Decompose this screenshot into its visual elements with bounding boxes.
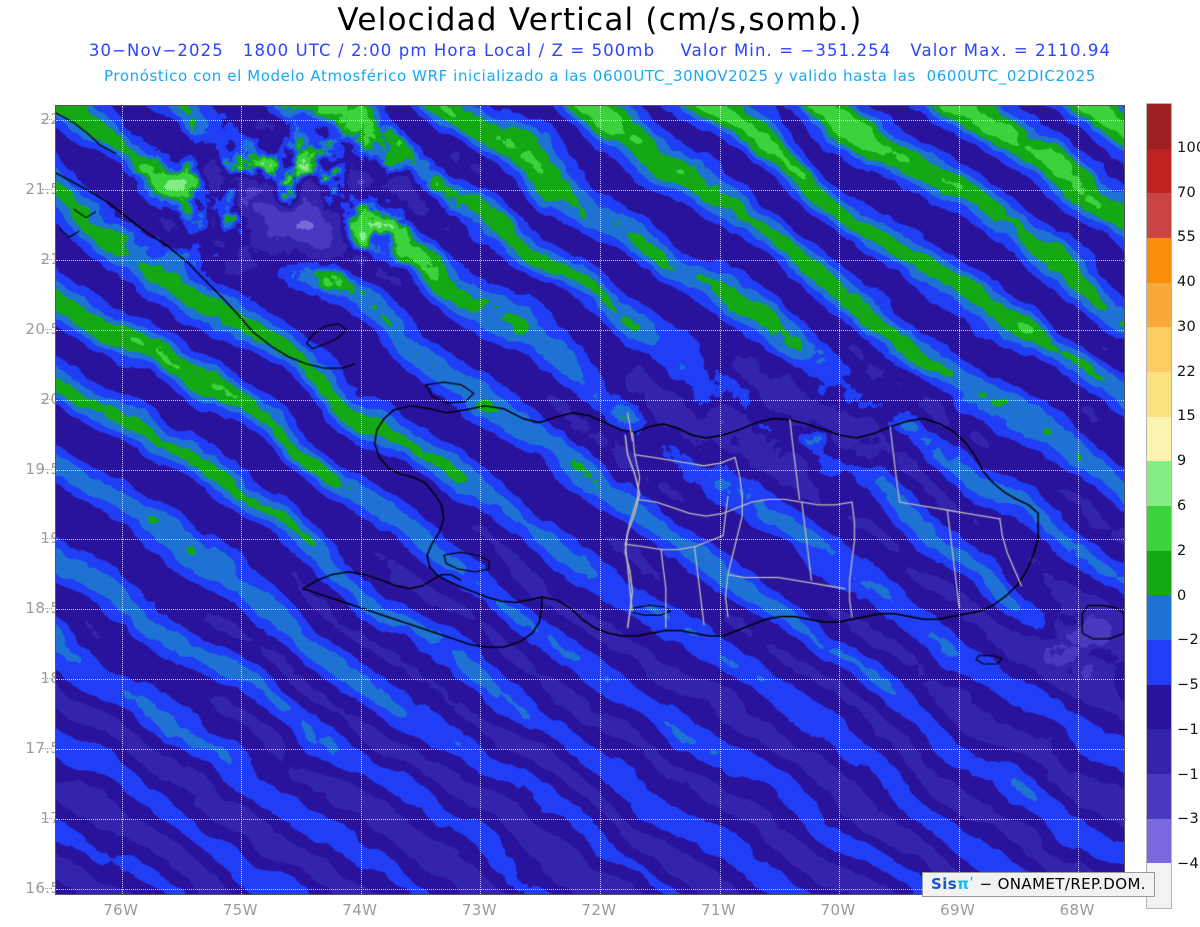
colorbar-tick-label: −18 xyxy=(1177,766,1200,783)
colorbar-tick-label: 2 xyxy=(1177,542,1187,559)
colorbar-band xyxy=(1147,193,1171,239)
latitude-tick-mark xyxy=(42,328,52,330)
latitude-tick-mark xyxy=(42,188,52,190)
colorbar-tick-label: 6 xyxy=(1177,498,1187,514)
latitude-tick-mark xyxy=(42,538,52,540)
colorbar-band xyxy=(1147,595,1171,641)
colorbar-tick-label: 0 xyxy=(1177,587,1187,604)
longitude-tick-label: 69W xyxy=(940,901,976,919)
colorbar-band xyxy=(1147,238,1171,283)
colorbar-band xyxy=(1147,461,1171,507)
latitude-tick-mark xyxy=(42,468,52,470)
latitude-tick-mark xyxy=(42,398,52,400)
colorbar-tick-label: 55 xyxy=(1177,229,1197,246)
colorbar-band xyxy=(1147,729,1171,775)
latitude-tick-mark xyxy=(42,888,52,889)
logo-pi-icon: πʹ xyxy=(957,875,975,893)
colorbar-band xyxy=(1147,774,1171,819)
latitude-tick-mark xyxy=(42,818,52,820)
colorbar-band xyxy=(1147,550,1171,596)
logo-agency-text: ONAMET/REP.DOM. xyxy=(997,875,1146,893)
colorbar-band xyxy=(1147,372,1171,417)
latitude-tick-mark xyxy=(42,608,52,610)
longitude-tick-label: 73W xyxy=(461,901,497,919)
longitude-tick-label: 70W xyxy=(820,901,856,919)
onamet-logo-badge: Sisπʹ − ONAMET/REP.DOM. xyxy=(922,872,1155,897)
colorbar-tick-label: 30 xyxy=(1177,318,1197,335)
latitude-tick-mark xyxy=(42,118,52,120)
colorbar-band xyxy=(1147,148,1171,194)
longitude-tick-label: 76W xyxy=(103,901,139,919)
colorbar-band xyxy=(1147,327,1171,373)
colorbar-band xyxy=(1147,684,1171,730)
colorbar-bands[interactable] xyxy=(1146,103,1172,909)
colorbar-tick-label: −30 xyxy=(1177,811,1200,828)
logo-separator: − xyxy=(974,875,998,893)
colorbar-tick-label: 9 xyxy=(1177,453,1187,470)
latitude-tick-mark xyxy=(42,678,52,680)
colorbar-band xyxy=(1147,104,1171,149)
vertical-velocity-shading xyxy=(56,106,1124,894)
longitude-tick-label: 72W xyxy=(581,901,617,919)
colorbar-tick-label: 40 xyxy=(1177,274,1197,291)
colorbar-tick-label: −5 xyxy=(1177,677,1199,694)
colorbar-tick-label: 70 xyxy=(1177,184,1197,201)
colorbar-band xyxy=(1147,818,1171,864)
colorbar-tick-label: −2 xyxy=(1177,632,1199,649)
colorbar-tick-label: 22 xyxy=(1177,363,1197,380)
colorbar-legend: 100 70 55 40 30 22 15 9 6 2 0 −2 −5 −10 −18 −30 −45 xyxy=(1146,103,1200,909)
longitude-tick-label: 74W xyxy=(342,901,378,919)
latitude-tick-mark xyxy=(42,258,52,260)
latitude-tick-mark xyxy=(42,748,52,750)
colorbar-tick-label: 100 xyxy=(1177,139,1200,156)
colorbar-band xyxy=(1147,416,1171,462)
subtitle-line-1: 30−Nov−2025 1800 UTC / 2:00 pm Hora Loca… xyxy=(88,41,1112,60)
page-title: Velocidad Vertical (cm/s,somb.) xyxy=(337,2,863,38)
longitude-tick-label: 71W xyxy=(700,901,737,919)
colorbar-tick-label: 15 xyxy=(1177,408,1197,425)
colorbar-tick-label: −10 xyxy=(1177,721,1200,738)
map-plot-area[interactable] xyxy=(55,105,1125,895)
longitude-tick-label: 68W xyxy=(1059,901,1095,919)
longitude-tick-label: 75W xyxy=(222,901,258,919)
colorbar-band xyxy=(1147,640,1171,685)
colorbar-tick-label: −45 xyxy=(1177,856,1200,873)
subtitle-line-2: Pronóstico con el Modelo Atmosférico WRF… xyxy=(104,67,1096,85)
colorbar-band xyxy=(1147,506,1171,551)
colorbar-band xyxy=(1147,282,1171,328)
logo-brand-text: Sis xyxy=(931,875,958,893)
